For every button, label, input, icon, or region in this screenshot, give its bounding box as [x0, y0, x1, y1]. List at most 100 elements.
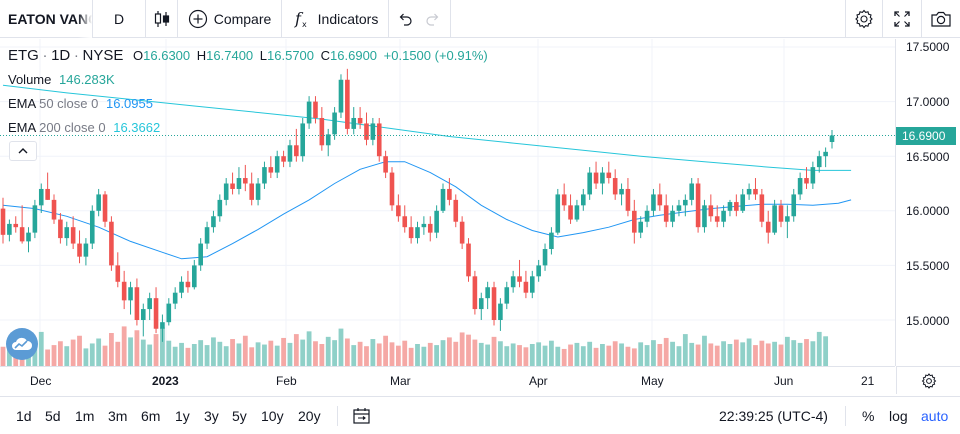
- candle-body: [198, 243, 203, 266]
- range-6m-button[interactable]: 6m: [141, 407, 161, 424]
- volume-bar: [714, 345, 720, 366]
- volume-bar: [536, 342, 542, 366]
- volume-bar: [453, 341, 459, 366]
- candle-body: [230, 183, 235, 189]
- candle-body: [485, 287, 490, 299]
- range-3m-button[interactable]: 3m: [108, 407, 128, 424]
- range-5y-button[interactable]: 5y: [232, 407, 247, 424]
- candle-body: [19, 227, 25, 242]
- range-5d-button[interactable]: 5d: [45, 407, 61, 424]
- candle-body: [300, 123, 306, 157]
- volume-bar: [51, 345, 57, 366]
- volume-bar: [472, 339, 478, 366]
- candle-body: [657, 194, 663, 206]
- candle-body: [185, 281, 191, 288]
- time-axis[interactable]: Dec 2023 Feb Mar Apr May Jun 21: [0, 366, 895, 394]
- volume-bar: [389, 342, 395, 366]
- volume-bar: [676, 346, 682, 366]
- volume-bar: [198, 340, 204, 366]
- volume-bar: [236, 343, 242, 366]
- ema50-legend[interactable]: EMA 50 close 0 16.0955: [8, 96, 153, 111]
- candle-body: [313, 101, 318, 118]
- range-1m-button[interactable]: 1m: [75, 407, 95, 424]
- gear-icon: [855, 9, 873, 29]
- volume-bar: [823, 336, 829, 366]
- range-20y-button[interactable]: 20y: [298, 407, 321, 424]
- ema200-legend-label: EMA: [8, 120, 36, 135]
- clock-display[interactable]: 22:39:25 (UTC-4): [719, 407, 828, 424]
- collapse-legend-button[interactable]: [9, 141, 37, 161]
- chart-pane[interactable]: ETG · 1D · NYSE O16.6300 H16.7400 L16.57…: [0, 39, 895, 366]
- candle-body: [670, 210, 675, 222]
- volume-bar: [293, 334, 299, 366]
- candle-body: [26, 232, 31, 242]
- symbol-search-button[interactable]: EATON VANC: [0, 0, 92, 38]
- volume-bar: [542, 345, 548, 366]
- axis-settings-button[interactable]: [896, 366, 960, 394]
- interval-button[interactable]: D: [93, 0, 145, 38]
- candle-body: [676, 205, 682, 211]
- candle-body: [447, 188, 452, 200]
- candle-body: [644, 210, 650, 222]
- logo-icon[interactable]: [6, 328, 38, 360]
- grid-lines: [0, 39, 895, 366]
- candle-body: [683, 199, 688, 206]
- price-chart[interactable]: [0, 39, 895, 366]
- candle-body: [389, 172, 395, 206]
- volume-bar: [204, 345, 210, 366]
- range-10y-button[interactable]: 10y: [261, 407, 284, 424]
- candle-body: [498, 303, 503, 320]
- ema200-legend-value: 16.3662: [113, 120, 161, 135]
- volume-bar: [370, 339, 376, 366]
- volume-bar: [510, 343, 516, 366]
- range-1y-button[interactable]: 1y: [175, 407, 190, 424]
- undo-button[interactable]: [392, 0, 418, 38]
- candle-body: [249, 183, 254, 200]
- redo-button[interactable]: [420, 0, 446, 38]
- volume-bar: [147, 344, 153, 366]
- candle-body: [797, 178, 803, 195]
- volume-bar: [274, 345, 280, 366]
- snapshot-button[interactable]: [922, 0, 960, 38]
- calendar-range-icon: [353, 407, 370, 424]
- percent-scale-button[interactable]: %: [862, 407, 875, 424]
- volume-bar: [357, 341, 363, 366]
- settings-button[interactable]: [846, 0, 882, 38]
- candle-body: [0, 208, 6, 235]
- candle-body: [804, 178, 809, 184]
- volume-legend[interactable]: Volume 146.283K: [8, 72, 115, 87]
- range-1d-button[interactable]: 1d: [16, 407, 32, 424]
- symbol-fade: [78, 0, 92, 38]
- volume-bar: [498, 341, 503, 366]
- candle-body: [351, 117, 357, 129]
- camera-icon: [931, 11, 951, 27]
- candle-body: [102, 194, 108, 222]
- ema200-legend[interactable]: EMA 200 close 0 16.3662: [8, 120, 160, 135]
- price-axis-label: 16.0000: [906, 204, 950, 218]
- svg-text:f: f: [294, 9, 304, 28]
- candle-body: [427, 223, 433, 233]
- volume-bar: [638, 342, 644, 366]
- candle-body: [734, 202, 739, 211]
- indicators-button[interactable]: f x Indicators: [282, 0, 388, 38]
- candle-body: [663, 205, 669, 222]
- compare-button[interactable]: Compare: [178, 0, 281, 38]
- auto-scale-button[interactable]: auto: [921, 407, 949, 424]
- range-3y-button[interactable]: 3y: [204, 407, 219, 424]
- log-scale-button[interactable]: log: [889, 407, 908, 424]
- price-axis[interactable]: 17.5000 17.0000 16.5000 16.0000 15.5000 …: [895, 39, 960, 366]
- go-to-date-button[interactable]: [352, 397, 372, 434]
- legend-ticker: ETG: [8, 47, 39, 64]
- volume-bar: [191, 344, 197, 366]
- candle-body: [695, 183, 701, 228]
- volume-bar: [631, 348, 637, 366]
- volume-bar: [765, 343, 771, 366]
- candle-body: [243, 178, 248, 184]
- candle-body: [810, 167, 816, 184]
- fullscreen-button[interactable]: [883, 0, 921, 38]
- volume-bar: [695, 344, 701, 366]
- candle-body: [83, 243, 89, 257]
- volume-bar: [797, 342, 803, 366]
- candle-body: [128, 287, 133, 301]
- chart-type-button[interactable]: [146, 0, 177, 38]
